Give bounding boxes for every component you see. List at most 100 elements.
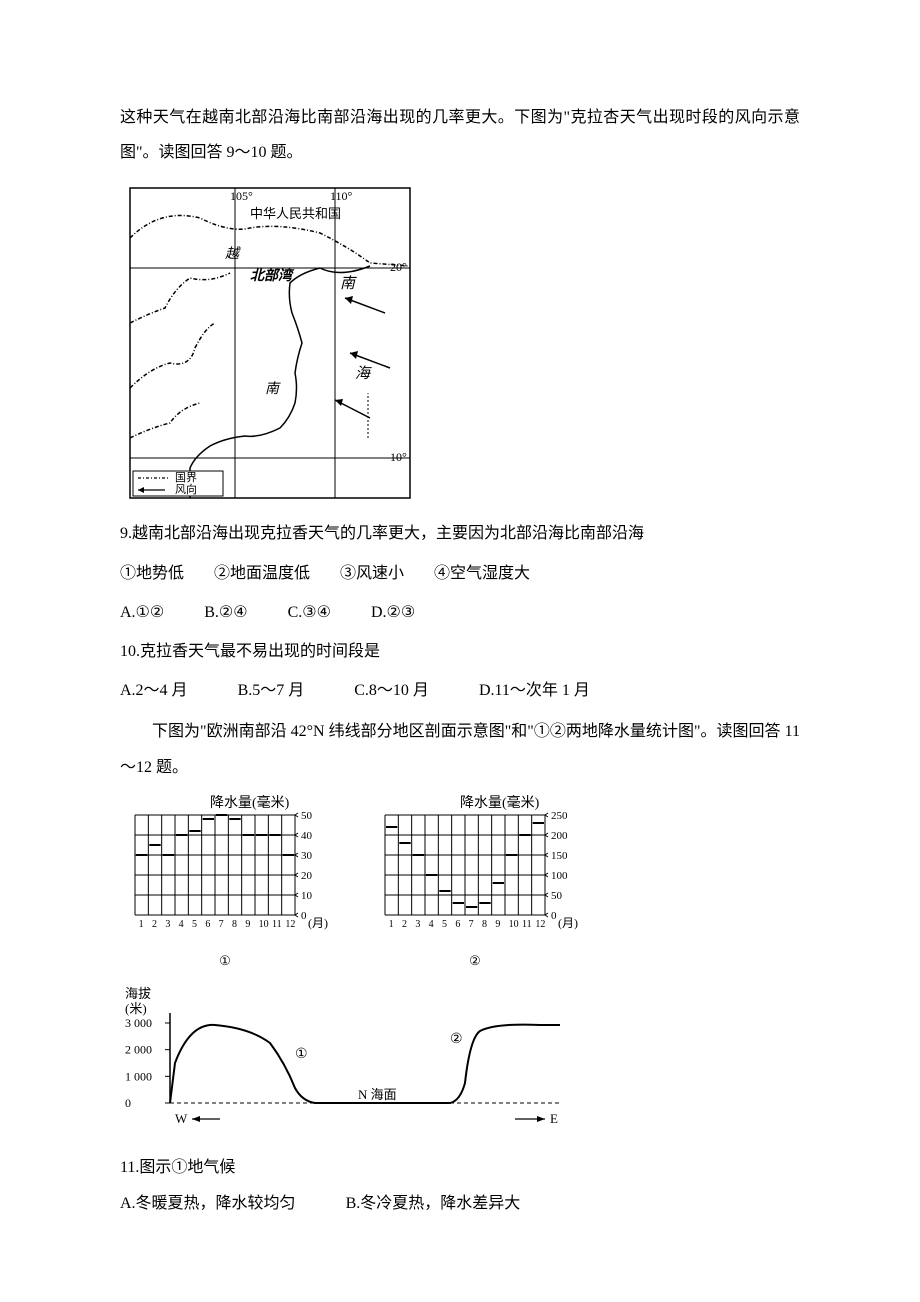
question-11: 11.图示①地气候 A.冬暖夏热，降水较均匀 B.冬冷夏热，降水差异大 [120,1150,800,1220]
svg-text:8: 8 [482,919,487,930]
svg-text:3: 3 [415,919,420,930]
svg-text:3: 3 [165,919,170,930]
svg-text:12: 12 [285,919,295,930]
q10-opt-c: C.8～10 月 [354,673,429,708]
lat-label-1: 20° [390,260,407,274]
svg-text:150: 150 [551,850,568,862]
q9-circ-3: ③风速小 [340,556,404,591]
svg-text:10: 10 [509,919,519,930]
profile-w-arrow-head [192,1116,200,1122]
svg-text:11: 11 [272,919,282,930]
svg-text:风向: 风向 [175,482,197,496]
chart-2-block: 降水量(毫米) 050100150200250 123456789101112 … [370,795,580,976]
svg-text:20: 20 [301,870,313,882]
q9-opt-b: B.②④ [204,595,247,630]
svg-text:9: 9 [245,919,250,930]
sea-label: 海 [355,365,372,382]
svg-text:10: 10 [301,890,313,902]
chart2-yticks: 0 50 100 150 200 250 [545,810,568,922]
south-label-1: 南 [340,275,357,292]
svg-text:0: 0 [125,1096,131,1110]
svg-text:4: 4 [429,919,434,930]
q11-text: 11.图示①地气候 [120,1150,800,1185]
chart-1-svg: 降水量(毫米) 01020304050 123456789101112 (月) [120,795,330,945]
chart2-label: ② [469,947,481,976]
country-label: 中华人民共和国 [250,206,341,221]
chart1-grid [135,815,295,915]
svg-text:8: 8 [232,919,237,930]
svg-text:3 000: 3 000 [125,1016,152,1030]
q11-options: A.冬暖夏热，降水较均匀 B.冬冷夏热，降水差异大 [120,1186,800,1221]
chart-2-svg: 降水量(毫米) 050100150200250 123456789101112 … [370,795,580,945]
profile-yticks: 3 000 2 000 1 000 0 [125,1016,170,1110]
q9-circ-4: ④空气湿度大 [434,556,530,591]
q10-opt-b: B.5～7 月 [238,673,305,708]
profile-svg: 海拔 (米) 3 0002 0001 0000 ① ② N 海面 W E [120,983,580,1133]
svg-text:1: 1 [139,919,144,930]
chart1-xticks: 123456789101112 [139,919,296,930]
lat-label-2: 10° [390,450,407,464]
svg-text:1: 1 [389,919,394,930]
q11-opt-a: A.冬暖夏热，降水较均匀 [120,1186,296,1221]
q9-opt-a: A.①② [120,595,164,630]
q9-circ-1: ①地势低 [120,556,184,591]
profile-e-arrow-head [537,1116,545,1122]
q10-options: A.2～4 月 B.5～7 月 C.8～10 月 D.11～次年 1 月 [120,673,800,708]
profile-ylabel-1: 海拔 [125,986,151,1001]
svg-text:50: 50 [301,810,313,822]
svg-text:50: 50 [551,890,563,902]
q9-opt-d: D.②③ [371,595,415,630]
lon-label-2: 110° [330,189,353,203]
svg-text:10: 10 [259,919,269,930]
intro-text: 这种天气在越南北部沿海比南部沿海出现的几率更大。下图为"克拉杏天气出现时段的风向… [120,100,800,170]
chart2-title: 降水量(毫米) [460,795,540,811]
charts-intro: 下图为"欧洲南部沿 42°N 纬线部分地区剖面示意图"和"①②两地降水量统计图"… [120,714,800,784]
north-bay-label: 北部湾 [250,267,295,284]
svg-text:国界: 国界 [175,471,197,484]
profile-sea-label: N 海面 [358,1087,397,1102]
q10-text: 10.克拉香天气最不易出现的时间段是 [120,634,800,669]
svg-text:40: 40 [301,830,313,842]
chart2-xunit: (月) [558,916,578,930]
svg-text:100: 100 [551,870,568,882]
chart2-grid [385,815,545,915]
q9-text: 9.越南北部沿海出现克拉香天气的几率更大，主要因为北部沿海比南部沿海 [120,516,800,551]
vietnam-map-svg: 105° 110° 20° 10° 中华人民共和国 越 北部湾 南 南 海 [120,178,420,508]
map-figure: 105° 110° 20° 10° 中华人民共和国 越 北部湾 南 南 海 [120,178,800,508]
q10-opt-d: D.11～次年 1 月 [479,673,590,708]
svg-text:1 000: 1 000 [125,1070,152,1084]
q9-options: A.①② B.②④ C.③④ D.②③ [120,595,800,630]
svg-text:200: 200 [551,830,568,842]
question-9: 9.越南北部沿海出现克拉香天气的几率更大，主要因为北部沿海比南部沿海 ①地势低 … [120,516,800,630]
chart-1-block: 降水量(毫米) 01020304050 123456789101112 (月) … [120,795,330,976]
svg-text:7: 7 [469,919,474,930]
svg-text:0: 0 [551,910,557,922]
chart1-xunit: (月) [308,916,328,930]
svg-text:6: 6 [455,919,460,930]
q9-circled-options: ①地势低 ②地面温度低 ③风速小 ④空气湿度大 [120,556,800,591]
profile-marker-1: ① [295,1047,308,1062]
svg-text:7: 7 [219,919,224,930]
profile-ylabel-2: (米) [125,1001,147,1016]
svg-text:2: 2 [402,919,407,930]
svg-text:5: 5 [192,919,197,930]
profile-marker-2: ② [450,1032,463,1047]
south-label-2: 南 [265,381,281,397]
chart1-yticks: 01020304050 [295,810,313,922]
profile-e-label: E [550,1111,558,1126]
svg-text:2 000: 2 000 [125,1043,152,1057]
question-10: 10.克拉香天气最不易出现的时间段是 A.2～4 月 B.5～7 月 C.8～1… [120,634,800,708]
q11-opt-b: B.冬冷夏热，降水差异大 [346,1186,521,1221]
charts-row: 降水量(毫米) 01020304050 123456789101112 (月) … [120,795,800,976]
svg-text:9: 9 [495,919,500,930]
svg-text:4: 4 [179,919,184,930]
profile-block: 海拔 (米) 3 0002 0001 0000 ① ② N 海面 W E [120,983,800,1146]
svg-text:11: 11 [522,919,532,930]
svg-text:250: 250 [551,810,568,822]
svg-text:12: 12 [535,919,545,930]
q9-circ-2: ②地面温度低 [214,556,310,591]
vietnam-label: 越 [225,246,241,262]
chart1-title: 降水量(毫米) [210,795,290,811]
svg-text:30: 30 [301,850,313,862]
svg-text:6: 6 [205,919,210,930]
